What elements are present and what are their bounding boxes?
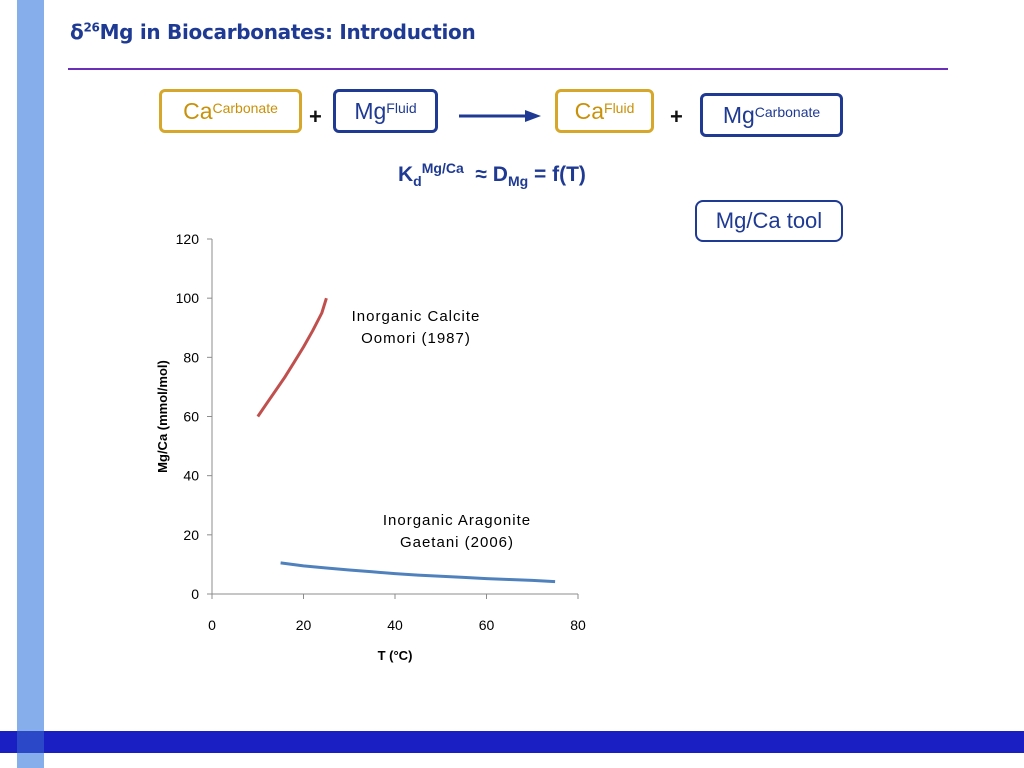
mg-fluid-base: Mg <box>354 97 387 124</box>
mg-ca-tool-label: Mg/Ca tool <box>695 200 843 242</box>
x-tick-label: 40 <box>387 617 403 633</box>
title-delta: δ <box>70 20 84 44</box>
y-tick-label: 0 <box>191 586 199 602</box>
y-tick-label: 120 <box>176 231 200 247</box>
left-accent-bar <box>17 0 44 768</box>
aragonite-annotation-line-1: Inorganic Aragonite <box>383 512 531 529</box>
footer-bar-corner <box>17 731 44 753</box>
ca-fluid-box: Ca Fluid <box>555 89 654 133</box>
mg-fluid-sup: Fluid <box>386 100 417 116</box>
aragonite-annotation-line-2: Gaetani (2006) <box>400 534 514 551</box>
plus-sign-right: + <box>670 104 683 129</box>
y-tick-label: 60 <box>183 409 199 425</box>
title-superscript: 26 <box>83 20 100 35</box>
x-tick-label: 20 <box>296 617 312 633</box>
x-tick-label: 80 <box>570 617 586 633</box>
calcite-annotation-line-1: Inorganic Calcite <box>352 308 481 325</box>
x-axis-label: T (°C) <box>378 648 413 663</box>
y-axis-label: Mg/Ca (mmol/mol) <box>155 360 170 473</box>
y-tick-label: 100 <box>176 290 200 306</box>
mg-fluid-box: Mg Fluid <box>333 89 438 133</box>
x-tick-label: 60 <box>479 617 495 633</box>
ca-fluid-base: Ca <box>574 97 605 124</box>
plus-sign-left: + <box>309 104 322 129</box>
ca-fluid-sup: Fluid <box>604 100 635 116</box>
slide-title: δ26Mg in Biocarbonates: Introduction <box>70 20 476 44</box>
series-line-2 <box>280 561 556 584</box>
ca-carbonate-base: Ca <box>183 97 213 124</box>
mg-carbonate-base: Mg <box>722 101 755 128</box>
ca-carbonate-box: Ca Carbonate <box>159 89 302 133</box>
y-tick-label: 80 <box>183 349 199 365</box>
kd-subscript: d <box>413 173 422 190</box>
dmg-symbol: ≈ D <box>475 163 508 186</box>
equation-rhs: = f(T) <box>534 163 586 186</box>
reaction-arrow-icon <box>459 110 541 122</box>
kd-symbol: K <box>398 163 414 186</box>
footer-bar <box>0 731 1024 753</box>
kd-superscript: Mg/Ca <box>421 160 464 176</box>
series-line-1 <box>256 297 328 418</box>
mg-carbonate-box: Mg Carbonate <box>700 93 843 137</box>
ca-carbonate-sup: Carbonate <box>212 100 278 116</box>
y-tick-label: 40 <box>183 468 199 484</box>
x-tick-label: 0 <box>208 617 216 633</box>
y-tick-label: 20 <box>183 527 199 543</box>
dmg-subscript: Mg <box>507 173 529 190</box>
title-divider <box>68 68 948 70</box>
mg-carbonate-sup: Carbonate <box>754 104 821 120</box>
calcite-annotation-line-2: Oomori (1987) <box>361 330 471 347</box>
mg-ca-temperature-chart: 0 20 40 60 80 100 120 0 20 40 60 80 T (°C) Mg/Ca (mmo… <box>155 231 586 663</box>
partition-equation: KdMg/Ca ≈ DMg = f(T) <box>398 160 586 189</box>
title-text: Mg in Biocarbonates: Introduction <box>99 20 476 44</box>
